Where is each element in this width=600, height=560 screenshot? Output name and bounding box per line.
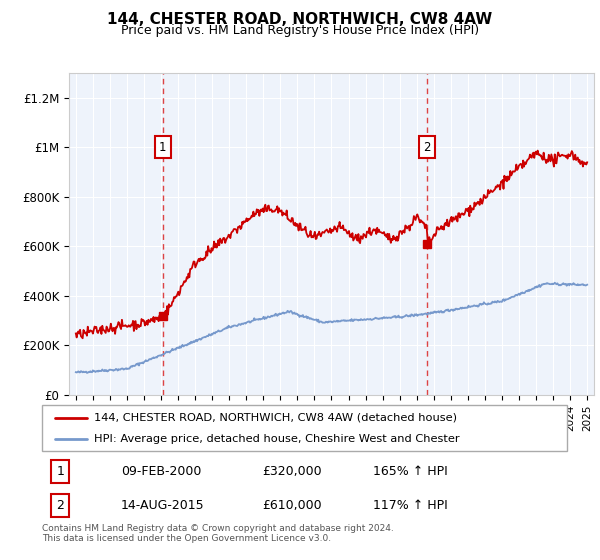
- Text: 144, CHESTER ROAD, NORTHWICH, CW8 4AW (detached house): 144, CHESTER ROAD, NORTHWICH, CW8 4AW (d…: [95, 413, 458, 423]
- Text: 117% ↑ HPI: 117% ↑ HPI: [373, 499, 448, 512]
- Text: 09-FEB-2000: 09-FEB-2000: [121, 465, 201, 478]
- Text: 144, CHESTER ROAD, NORTHWICH, CW8 4AW: 144, CHESTER ROAD, NORTHWICH, CW8 4AW: [107, 12, 493, 27]
- Text: 2: 2: [424, 141, 431, 153]
- Text: 1: 1: [56, 465, 64, 478]
- Text: 2: 2: [56, 499, 64, 512]
- Text: 14-AUG-2015: 14-AUG-2015: [121, 499, 205, 512]
- FancyBboxPatch shape: [42, 405, 567, 451]
- Text: £610,000: £610,000: [263, 499, 322, 512]
- Text: Price paid vs. HM Land Registry's House Price Index (HPI): Price paid vs. HM Land Registry's House …: [121, 24, 479, 37]
- Text: 165% ↑ HPI: 165% ↑ HPI: [373, 465, 448, 478]
- Text: £320,000: £320,000: [263, 465, 322, 478]
- Text: HPI: Average price, detached house, Cheshire West and Chester: HPI: Average price, detached house, Ches…: [95, 435, 460, 444]
- Text: 1: 1: [159, 141, 166, 153]
- Text: Contains HM Land Registry data © Crown copyright and database right 2024.
This d: Contains HM Land Registry data © Crown c…: [42, 524, 394, 543]
